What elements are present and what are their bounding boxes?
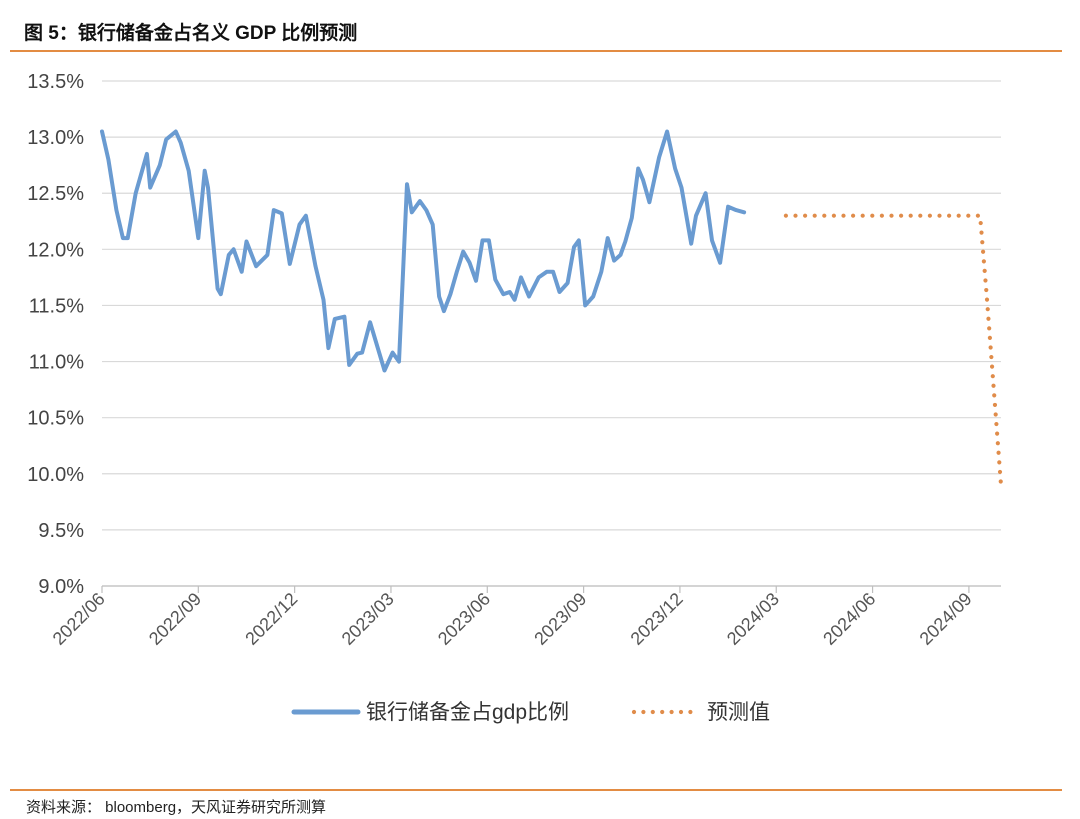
chart-area: 13.5% 13.0% 12.5% 12.0% 11.5% 11.0% 10.5% 10.0%… [27,71,1004,724]
x-axis: 2022/06 2022/09 2022/12 2023/03 2023/06 2023/… [49,585,1001,649]
bottom-divider [10,789,1062,791]
y-axis-ticks: 13.5% 13.0% 12.5% 12.0% 11.5% 11.0% 10.5% 10.0%… [27,71,84,598]
source-note: 资料来源： bloomberg，天风证券研究所测算 [26,799,327,816]
x-tick-label: 2023/03 [338,589,398,649]
y-tick-label: 9.5% [38,520,84,542]
series-line-forecast [783,213,1004,488]
series-line-actual [100,129,747,373]
y-tick-label: 10.0% [27,464,84,486]
y-tick-label: 12.0% [27,239,84,261]
y-tick-label: 10.5% [27,408,84,430]
x-tick-label: 2023/06 [434,589,494,649]
x-tick-label: 2023/12 [627,589,687,649]
legend-label-actual: 银行储备金占gdp比例 [366,701,569,724]
chart-title: 图 5：银行储备金占名义 GDP 比例预测 [24,23,358,44]
y-tick-label: 11.0% [29,352,84,374]
x-tick-label: 2022/09 [145,589,205,649]
x-tick-label: 2024/03 [723,589,783,649]
top-divider [10,50,1062,52]
y-tick-label: 9.0% [38,576,84,598]
x-tick-label: 2024/06 [819,589,879,649]
grid-lines [102,80,1001,587]
y-tick-label: 13.5% [27,71,84,93]
legend-label-forecast: 预测值 [707,701,770,724]
y-tick-label: 12.5% [27,183,84,205]
series-group [100,129,1004,488]
x-tick-label: 2022/12 [241,589,301,649]
legend: 银行储备金占gdp比例 预测值 [291,701,770,724]
x-tick-label: 2023/09 [530,589,590,649]
y-tick-label: 11.5% [29,295,84,317]
y-tick-label: 13.0% [27,127,84,149]
x-tick-label: 2024/09 [916,589,976,649]
